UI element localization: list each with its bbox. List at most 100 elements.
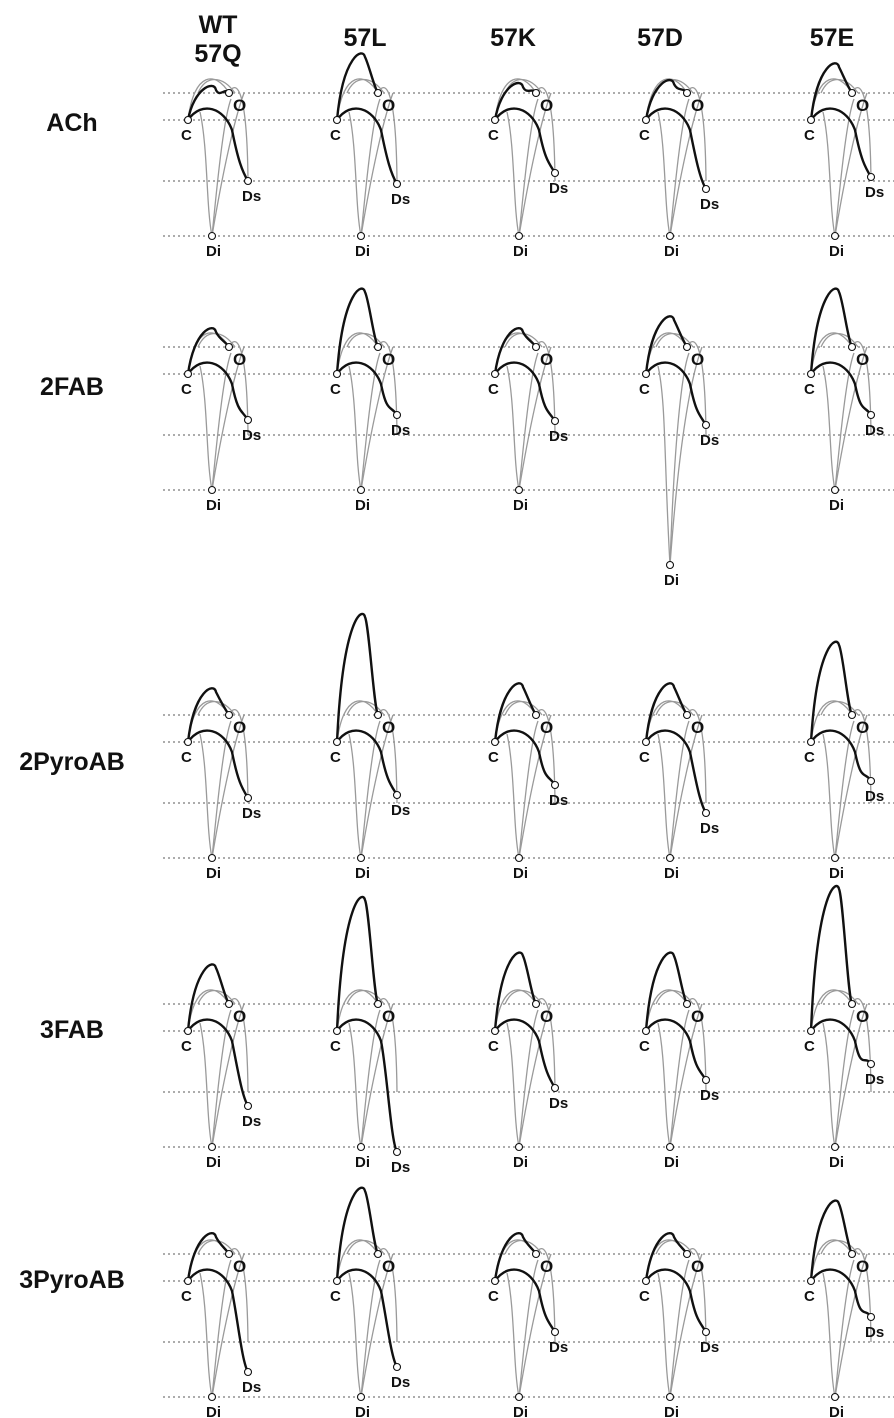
mutant-curve-c-o bbox=[809, 287, 854, 375]
reference-curve bbox=[211, 98, 232, 237]
closed-node bbox=[183, 1026, 193, 1036]
mutant-curve-c-ds bbox=[336, 729, 399, 796]
diliganded-node bbox=[207, 1142, 217, 1152]
reference-curve bbox=[506, 733, 520, 859]
reference-curve bbox=[657, 365, 671, 566]
state-label-o: O bbox=[382, 350, 395, 369]
reference-curve bbox=[336, 700, 379, 743]
reference-curve bbox=[810, 700, 853, 743]
state-label-o: O bbox=[382, 96, 395, 115]
row-header-2fab: 2FAB bbox=[40, 373, 104, 401]
state-label-di: Di bbox=[513, 1154, 528, 1171]
open-node bbox=[373, 710, 383, 720]
diliganded-node bbox=[665, 853, 675, 863]
mutant-curve-c-o bbox=[335, 895, 380, 1032]
mutant-curve-c-ds bbox=[187, 107, 250, 182]
state-label-ds: Ds bbox=[242, 188, 261, 205]
reference-curve bbox=[834, 1003, 868, 1148]
mutant-curve-c-ds bbox=[187, 1268, 250, 1373]
state-label-c: C bbox=[181, 127, 192, 144]
closed-node bbox=[490, 1026, 500, 1036]
reference-curve bbox=[360, 1003, 394, 1148]
state-label-o: O bbox=[856, 350, 869, 369]
closed-node bbox=[490, 115, 500, 125]
state-label-di: Di bbox=[513, 865, 528, 882]
state-label-c: C bbox=[488, 127, 499, 144]
column-header-57D: 57D bbox=[637, 24, 683, 52]
panel-3fab-wt: C O Ds Di bbox=[181, 963, 261, 1171]
panel-ach-57D: C O Ds Di bbox=[639, 78, 719, 260]
open-node bbox=[847, 88, 857, 98]
desensitized-node bbox=[550, 1083, 560, 1093]
reference-curve bbox=[518, 1253, 552, 1398]
panel-ach-wt: C O Ds Di bbox=[181, 78, 261, 260]
mutant-curve-c-o bbox=[809, 884, 854, 1032]
state-label-o: O bbox=[233, 350, 246, 369]
state-label-di: Di bbox=[664, 572, 679, 589]
state-label-ds: Ds bbox=[391, 802, 410, 819]
mutant-curve-c-o bbox=[644, 315, 689, 375]
mutant-curve-c-o bbox=[809, 640, 854, 743]
panel-2pyroab-wt: C O Ds Di bbox=[181, 687, 261, 882]
desensitized-node bbox=[392, 1362, 402, 1372]
diliganded-node bbox=[830, 1142, 840, 1152]
mutant-curve-c-ds bbox=[494, 107, 557, 174]
panel-3fab-57E: C O Ds Di bbox=[804, 884, 884, 1171]
mutant-curve-c-o bbox=[186, 1232, 230, 1282]
open-node bbox=[531, 342, 541, 352]
desensitized-node bbox=[701, 1327, 711, 1337]
reference-curve bbox=[211, 1253, 245, 1398]
diliganded-node bbox=[830, 231, 840, 241]
reference-curve bbox=[657, 1022, 671, 1148]
reference-curve bbox=[669, 1253, 703, 1398]
desensitized-node bbox=[701, 420, 711, 430]
reference-curve bbox=[518, 1259, 539, 1398]
mutant-curve-c-o bbox=[493, 327, 537, 375]
panel-ach-57L: C O Ds Di bbox=[330, 52, 410, 260]
closed-node bbox=[183, 737, 193, 747]
state-label-ds: Ds bbox=[549, 180, 568, 197]
state-label-c: C bbox=[181, 381, 192, 398]
mutant-curve-c-ds bbox=[494, 361, 557, 422]
reference-curve bbox=[211, 720, 232, 859]
reference-curve bbox=[360, 98, 381, 237]
column-header-wt: 57Q bbox=[194, 40, 241, 68]
state-label-o: O bbox=[691, 718, 704, 737]
state-label-di: Di bbox=[206, 865, 221, 882]
reference-curve bbox=[506, 111, 520, 237]
closed-node bbox=[490, 737, 500, 747]
diliganded-node bbox=[207, 485, 217, 495]
diliganded-node bbox=[356, 231, 366, 241]
state-label-o: O bbox=[233, 96, 246, 115]
reference-curve bbox=[187, 78, 230, 121]
mutant-curve-c-ds bbox=[645, 107, 708, 190]
closed-node bbox=[332, 369, 342, 379]
reference-curve bbox=[348, 1272, 362, 1398]
reference-curve bbox=[669, 346, 703, 566]
reference-curve bbox=[669, 1003, 703, 1148]
reference-curve bbox=[211, 1009, 232, 1148]
state-label-o: O bbox=[540, 96, 553, 115]
state-label-c: C bbox=[330, 381, 341, 398]
reference-curve bbox=[669, 1259, 690, 1398]
reference-curve bbox=[360, 352, 381, 491]
reference-curve bbox=[822, 1022, 836, 1148]
reference-curve bbox=[211, 346, 245, 491]
reference-curve bbox=[669, 92, 703, 237]
state-label-c: C bbox=[181, 1038, 192, 1055]
state-label-di: Di bbox=[829, 243, 844, 260]
diliganded-node bbox=[830, 1392, 840, 1402]
open-node bbox=[682, 710, 692, 720]
state-label-ds: Ds bbox=[700, 432, 719, 449]
mutant-curve-c-ds bbox=[645, 1268, 708, 1333]
reference-curve bbox=[360, 1253, 394, 1398]
desensitized-node bbox=[701, 184, 711, 194]
state-label-c: C bbox=[330, 1038, 341, 1055]
mutant-curve-c-ds bbox=[645, 1018, 708, 1081]
reference-curve bbox=[360, 1009, 381, 1148]
state-label-c: C bbox=[804, 1038, 815, 1055]
state-label-di: Di bbox=[206, 243, 221, 260]
state-label-di: Di bbox=[513, 497, 528, 514]
state-label-ds: Ds bbox=[549, 792, 568, 809]
panel-2pyroab-57L: C O Ds Di bbox=[330, 612, 410, 882]
